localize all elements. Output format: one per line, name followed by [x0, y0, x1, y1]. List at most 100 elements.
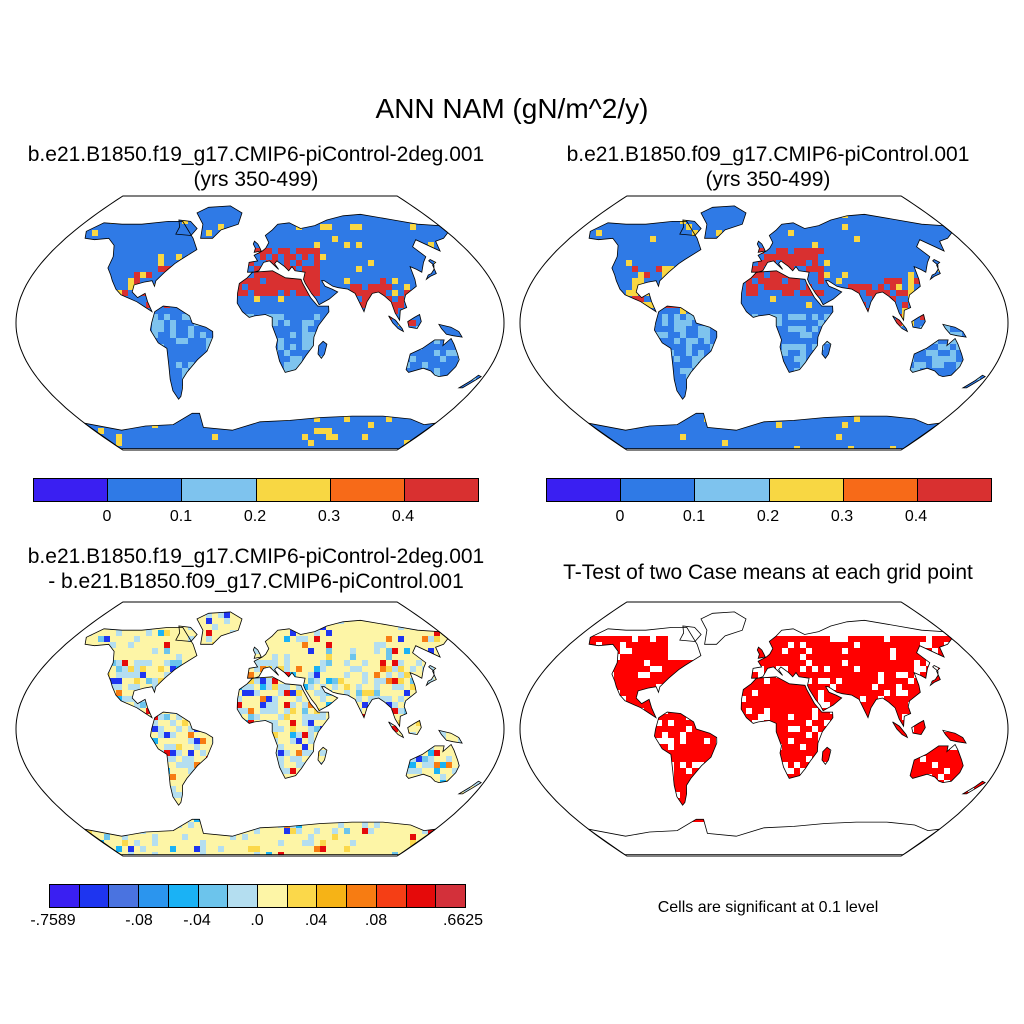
grid-cell: [182, 750, 188, 756]
grid-cell: [794, 684, 800, 690]
grid-cell: [146, 738, 152, 744]
grid-cell: [830, 780, 836, 786]
grid-cell: [548, 714, 554, 720]
grid-cell: [182, 678, 188, 684]
grid-cell: [62, 648, 68, 654]
grid-cell: [542, 732, 548, 738]
grid-cell: [230, 732, 236, 738]
grid-cell: [368, 320, 374, 326]
grid-cell: [638, 666, 644, 672]
grid-cell: [578, 660, 584, 666]
grid-cell: [710, 672, 716, 678]
grid-cell: [902, 642, 908, 648]
grid-cell: [224, 750, 230, 756]
grid-cell: [800, 690, 806, 696]
grid-cell: [524, 636, 530, 642]
grid-cell: [188, 762, 194, 768]
grid-cell: [800, 792, 806, 798]
coastline-africa: [236, 270, 330, 373]
grid-cell: [1004, 428, 1010, 434]
grid-cell: [92, 822, 98, 828]
grid-cell: [464, 326, 470, 332]
grid-cell: [266, 768, 272, 774]
grid-cell: [728, 750, 734, 756]
grid-cell: [812, 738, 818, 744]
grid-cell: [542, 720, 548, 726]
grid-cell: [908, 290, 914, 296]
grid-cell: [554, 786, 560, 792]
grid-cell: [482, 702, 488, 708]
grid-cell: [704, 732, 710, 738]
grid-cell: [236, 672, 242, 678]
grid-cell: [806, 768, 812, 774]
grid-cell: [308, 720, 314, 726]
grid-cell: [740, 816, 746, 822]
grid-cell: [440, 624, 446, 630]
grid-cell: [314, 636, 320, 642]
grid-cell: [638, 272, 644, 278]
grid-cell: [602, 314, 608, 320]
grid-cell: [962, 744, 968, 750]
grid-cell: [902, 666, 908, 672]
grid-cell: [224, 648, 230, 654]
grid-cell: [758, 810, 764, 816]
grid-cell: [818, 714, 824, 720]
grid-cell: [674, 696, 680, 702]
grid-cell: [914, 702, 920, 708]
grid-cell: [588, 792, 590, 798]
grid-cell: [626, 684, 632, 690]
grid-cell: [392, 374, 398, 380]
grid-cell: [698, 780, 704, 786]
grid-cell: [176, 702, 182, 708]
grid-cell: [518, 780, 524, 786]
grid-cell: [92, 332, 98, 338]
grid-cell: [560, 702, 566, 708]
grid-cell: [152, 648, 158, 654]
grid-cell: [278, 684, 284, 690]
grid-cell: [914, 654, 920, 660]
grid-cell: [290, 738, 296, 744]
grid-cell: [398, 756, 404, 762]
grid-cell: [254, 266, 260, 272]
grid-cell: [680, 326, 686, 332]
grid-cell: [254, 362, 260, 368]
grid-cell: [710, 768, 716, 774]
grid-cell: [572, 768, 578, 774]
grid-cell: [212, 344, 218, 350]
grid-cell: [44, 690, 50, 696]
grid-cell: [770, 368, 776, 374]
grid-cell: [770, 816, 776, 822]
grid-cell: [158, 290, 164, 296]
grid-cell: [362, 774, 368, 780]
grid-cell: [218, 224, 224, 230]
grid-cell: [920, 672, 926, 678]
grid-cell: [530, 738, 536, 744]
grid-cell: [788, 756, 794, 762]
grid-cell: [356, 600, 362, 606]
grid-cell: [266, 786, 272, 792]
grid-cell: [674, 774, 680, 780]
grid-cell: [62, 338, 68, 344]
grid-cell: [884, 678, 890, 684]
grid-cell: [254, 648, 260, 654]
grid-cell: [842, 344, 848, 350]
grid-cell: [854, 672, 860, 678]
grid-cell: [626, 780, 632, 786]
grid-cell: [842, 762, 848, 768]
grid-cell: [146, 374, 152, 380]
grid-cell: [380, 344, 386, 350]
map-border: [15, 601, 505, 857]
grid-cell: [764, 684, 770, 690]
grid-cell: [746, 666, 752, 672]
grid-cell: [572, 750, 578, 756]
grid-cell: [218, 696, 224, 702]
grid-cell: [290, 702, 296, 708]
grid-cell: [392, 648, 398, 654]
grid-cell: [386, 762, 392, 768]
grid-cell: [698, 666, 704, 672]
grid-cell: [536, 654, 542, 660]
grid-cell: [116, 720, 122, 726]
grid-cell: [392, 726, 398, 732]
grid-cell: [602, 332, 608, 338]
grid-cell: [716, 780, 722, 786]
